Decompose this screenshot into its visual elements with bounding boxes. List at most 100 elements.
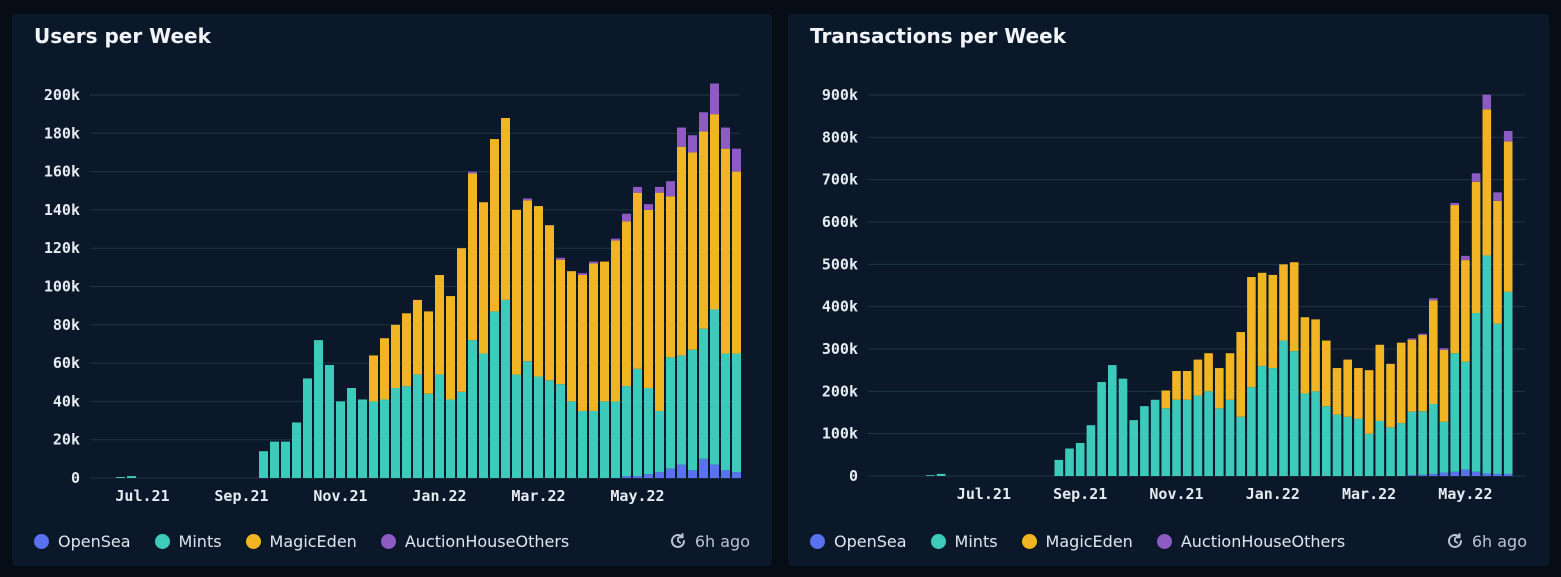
bar-mints[interactable] (380, 399, 389, 478)
legend-item-opensea[interactable]: OpenSea (810, 532, 907, 551)
bar-opensea[interactable] (1482, 473, 1492, 476)
bar-mints[interactable] (1343, 416, 1352, 476)
bar-magiceden[interactable] (446, 296, 455, 400)
bar-auctionhouseothers[interactable] (1471, 173, 1481, 182)
bar-auctionhouseothers[interactable] (1450, 202, 1459, 206)
bar-mints[interactable] (1129, 420, 1138, 476)
bar-opensea[interactable] (1461, 469, 1470, 476)
bar-magiceden[interactable] (1279, 264, 1288, 341)
bar-mints[interactable] (424, 393, 433, 478)
bar-mints[interactable] (710, 309, 719, 465)
bar-opensea[interactable] (699, 458, 708, 478)
bar-mints[interactable] (1247, 387, 1256, 476)
bar-auctionhouseothers[interactable] (1439, 348, 1449, 350)
bar-auctionhouseothers[interactable] (677, 127, 686, 147)
legend-item-mints[interactable]: Mints (930, 532, 998, 551)
bar-magiceden[interactable] (666, 196, 675, 358)
bar-mints[interactable] (1075, 442, 1085, 476)
bar-mints[interactable] (1311, 391, 1320, 476)
bar-mints[interactable] (336, 401, 345, 478)
bar-opensea[interactable] (1450, 471, 1459, 476)
bar-mints[interactable] (303, 378, 312, 478)
bar-mints[interactable] (347, 387, 356, 478)
bar-auctionhouseothers[interactable] (523, 198, 532, 201)
bar-opensea[interactable] (1407, 475, 1417, 476)
bar-magiceden[interactable] (457, 248, 466, 392)
bar-magiceden[interactable] (391, 324, 400, 388)
refresh-status[interactable]: 6h ago (669, 529, 750, 553)
bar-auctionhouseothers[interactable] (688, 135, 697, 153)
bar-mints[interactable] (435, 374, 444, 478)
bar-auctionhouseothers[interactable] (1493, 192, 1502, 201)
bar-magiceden[interactable] (589, 263, 598, 411)
bar-magiceden[interactable] (435, 275, 444, 375)
bar-mints[interactable] (523, 361, 532, 478)
bar-mints[interactable] (490, 311, 499, 478)
bar-mints[interactable] (1396, 423, 1406, 476)
bar-mints[interactable] (1161, 408, 1171, 476)
bar-magiceden[interactable] (1257, 272, 1267, 366)
bar-magiceden[interactable] (545, 225, 554, 381)
bar-mints[interactable] (281, 441, 290, 478)
bar-opensea[interactable] (644, 474, 653, 478)
bar-mints[interactable] (1065, 448, 1074, 476)
bar-magiceden[interactable] (1322, 340, 1331, 407)
bar-mints[interactable] (721, 353, 730, 471)
bar-magiceden[interactable] (655, 192, 664, 411)
bar-mints[interactable] (369, 401, 378, 478)
bar-magiceden[interactable] (578, 275, 587, 411)
bar-mints[interactable] (127, 476, 136, 478)
bar-mints[interactable] (1407, 411, 1417, 476)
bar-mints[interactable] (1268, 368, 1278, 476)
bar-mints[interactable] (534, 376, 543, 478)
bar-auctionhouseothers[interactable] (1461, 255, 1470, 261)
bar-mints[interactable] (1503, 291, 1513, 474)
bar-magiceden[interactable] (1386, 363, 1395, 428)
bar-magiceden[interactable] (1182, 371, 1192, 400)
bar-auctionhouseothers[interactable] (699, 112, 708, 132)
legend-item-auctionhouseothers[interactable]: AuctionHouseOthers (380, 532, 569, 551)
bar-mints[interactable] (1493, 323, 1502, 474)
bar-opensea[interactable] (710, 464, 719, 478)
bar-mints[interactable] (446, 399, 455, 478)
bar-mints[interactable] (1322, 406, 1331, 476)
bar-mints[interactable] (1332, 414, 1342, 476)
bar-magiceden[interactable] (1482, 109, 1492, 256)
bar-mints[interactable] (1150, 399, 1160, 476)
bar-magiceden[interactable] (1407, 339, 1417, 412)
bar-magiceden[interactable] (380, 338, 389, 400)
bar-mints[interactable] (1172, 399, 1181, 476)
bar-magiceden[interactable] (710, 114, 719, 310)
bar-auctionhouseothers[interactable] (468, 171, 477, 174)
bar-auctionhouseothers[interactable] (655, 186, 664, 193)
bar-magiceden[interactable] (567, 271, 576, 402)
bar-mints[interactable] (479, 353, 488, 478)
bar-mints[interactable] (1225, 399, 1235, 476)
bar-mints[interactable] (501, 299, 510, 478)
bar-magiceden[interactable] (556, 259, 565, 385)
bar-magiceden[interactable] (1418, 335, 1427, 412)
bar-magiceden[interactable] (644, 209, 653, 388)
bar-mints[interactable] (512, 374, 521, 478)
bar-mints[interactable] (1471, 313, 1481, 472)
bar-mints[interactable] (1375, 420, 1385, 476)
bar-magiceden[interactable] (479, 202, 488, 354)
bar-mints[interactable] (358, 399, 367, 478)
bar-auctionhouseothers[interactable] (644, 204, 653, 210)
bar-magiceden[interactable] (721, 148, 730, 354)
bar-magiceden[interactable] (688, 152, 697, 350)
legend-item-magiceden[interactable]: MagicEden (245, 532, 357, 551)
bar-magiceden[interactable] (1215, 368, 1224, 409)
bar-mints[interactable] (391, 387, 400, 478)
bar-magiceden[interactable] (424, 311, 433, 394)
bar-magiceden[interactable] (1193, 359, 1203, 396)
bar-auctionhouseothers[interactable] (622, 213, 631, 222)
bar-magiceden[interactable] (1172, 371, 1181, 400)
bar-magiceden[interactable] (677, 146, 686, 356)
bar-magiceden[interactable] (1332, 368, 1342, 415)
bar-mints[interactable] (677, 355, 686, 465)
bar-auctionhouseothers[interactable] (578, 273, 587, 276)
bar-mints[interactable] (1097, 382, 1106, 476)
legend-item-auctionhouseothers[interactable]: AuctionHouseOthers (1156, 532, 1345, 551)
bar-mints[interactable] (556, 384, 565, 478)
